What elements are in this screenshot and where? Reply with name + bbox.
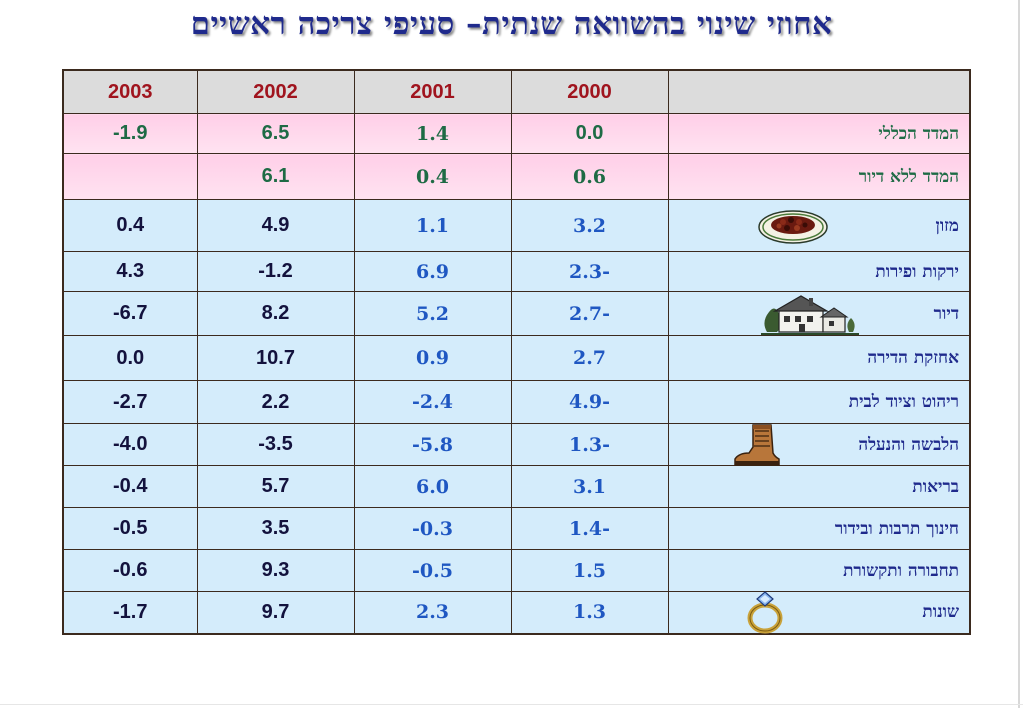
header-2002: 2002 xyxy=(196,69,355,114)
row-label: המדד הכללי xyxy=(667,113,971,154)
cell-2000: 1.5 xyxy=(510,549,669,592)
cell-2000: 3.1 xyxy=(510,465,669,508)
row-label: חינוך תרבות ובידור xyxy=(667,507,971,550)
cell-2001: 6.9 xyxy=(353,251,512,292)
cell-2001: 5.2 xyxy=(353,291,512,336)
food-plate-icon xyxy=(757,209,828,244)
cell-2001: -0.5 xyxy=(353,549,512,592)
cell-2002: 2.2 xyxy=(196,380,355,424)
boot-icon xyxy=(733,423,780,466)
cell-2002: 9.7 xyxy=(196,591,355,634)
row-label: ריהוט וציוד לבית xyxy=(667,380,971,424)
header-row: 2003 2002 2001 2000 xyxy=(62,69,971,114)
cell-2000: 3.2 xyxy=(510,199,669,252)
row-label: הלבשה והנעלה xyxy=(858,434,959,455)
cell-2002: 3.5 xyxy=(196,507,355,550)
row-label: בריאות xyxy=(667,465,971,508)
row-label: תחבורה ותקשורת xyxy=(667,549,971,592)
cell-2001: -5.8 xyxy=(353,423,512,466)
cell-2002: 8.2 xyxy=(196,291,355,336)
cell-2001: 1.1 xyxy=(353,199,512,252)
cell-2001: -0.3 xyxy=(353,507,512,550)
cell-2003: -4.0 xyxy=(62,423,198,466)
cell-2002: 6.1 xyxy=(196,153,355,200)
cell-2001: 1.4 xyxy=(353,113,512,154)
cell-2003: -2.7 xyxy=(62,380,198,424)
cell-2000: 1.3 xyxy=(510,591,669,634)
table-row: 6.1 0.4 0.6 המדד ללא דיור xyxy=(62,153,971,200)
table-row: -6.7 8.2 5.2 2.7- דיור xyxy=(62,291,971,336)
cell-2002: 5.7 xyxy=(196,465,355,508)
cell-2003 xyxy=(62,153,198,200)
table-row: -4.0 -3.5 -5.8 1.3- הלבשה והנעלה xyxy=(62,423,971,466)
cell-2003: 0.4 xyxy=(62,199,198,252)
cell-2003: -0.5 xyxy=(62,507,198,550)
cell-2001: 0.4 xyxy=(353,153,512,200)
cell-2000: 1.4- xyxy=(510,507,669,550)
cell-2003: -0.6 xyxy=(62,549,198,592)
table-row: 4.3 -1.2 6.9 2.3- ירקות ופירות xyxy=(62,251,971,292)
table-row: -1.7 9.7 2.3 1.3 שונות xyxy=(62,591,971,634)
cell-2000: 2.7- xyxy=(510,291,669,336)
cell-2001: 0.9 xyxy=(353,335,512,381)
page-edge-rule xyxy=(1018,0,1020,708)
cell-2002: -3.5 xyxy=(196,423,355,466)
row-label: מזון xyxy=(935,215,960,236)
consumption-change-table: 2003 2002 2001 2000 -1.9 6.5 1.4 0.0 המד… xyxy=(62,69,971,635)
cell-2003: -1.9 xyxy=(62,113,198,154)
cell-2002: 4.9 xyxy=(196,199,355,252)
page-title: אחוזי שינוי בהשוואה שנתית– סעיפי צריכה ר… xyxy=(190,6,833,42)
page-bottom-rule xyxy=(0,704,1023,705)
cell-2003: 4.3 xyxy=(62,251,198,292)
header-2000: 2000 xyxy=(510,69,669,114)
table-row: -0.6 9.3 -0.5 1.5 תחבורה ותקשורת xyxy=(62,549,971,592)
table-row: -0.5 3.5 -0.3 1.4- חינוך תרבות ובידור xyxy=(62,507,971,550)
cell-2001: -2.4 xyxy=(353,380,512,424)
row-label-cell: שונות xyxy=(667,591,971,634)
cell-2000: 0.6 xyxy=(510,153,669,200)
cell-2002: 9.3 xyxy=(196,549,355,592)
cell-2003: -6.7 xyxy=(62,291,198,336)
cell-2002: 10.7 xyxy=(196,335,355,381)
row-label: אחזקת הדירה xyxy=(667,335,971,381)
cell-2000: 2.3- xyxy=(510,251,669,292)
header-category xyxy=(667,69,971,114)
house-icon xyxy=(760,294,859,335)
cell-2002: 6.5 xyxy=(196,113,355,154)
cell-2000: 4.9- xyxy=(510,380,669,424)
row-label: ירקות ופירות xyxy=(667,251,971,292)
cell-2000: 0.0 xyxy=(510,113,669,154)
header-2001: 2001 xyxy=(353,69,512,114)
cell-2001: 2.3 xyxy=(353,591,512,634)
table-row: -1.9 6.5 1.4 0.0 המדד הכללי xyxy=(62,113,971,154)
table-row: -0.4 5.7 6.0 3.1 בריאות xyxy=(62,465,971,508)
row-label-cell: הלבשה והנעלה xyxy=(667,423,971,466)
cell-2001: 6.0 xyxy=(353,465,512,508)
cell-2002: -1.2 xyxy=(196,251,355,292)
row-label: המדד ללא דיור xyxy=(667,153,971,200)
cell-2003: -1.7 xyxy=(62,591,198,634)
cell-2000: 2.7 xyxy=(510,335,669,381)
table-row: 0.4 4.9 1.1 3.2 מזון xyxy=(62,199,971,252)
cell-2000: 1.3- xyxy=(510,423,669,466)
cell-2003: 0.0 xyxy=(62,335,198,381)
table-row: -2.7 2.2 -2.4 4.9- ריהוט וציוד לבית xyxy=(62,380,971,424)
row-label-cell: מזון xyxy=(667,199,971,252)
row-label: שונות xyxy=(922,602,959,623)
header-2003: 2003 xyxy=(62,69,198,114)
ring-icon xyxy=(747,591,782,634)
row-label-cell: דיור xyxy=(667,291,971,336)
table-row: 0.0 10.7 0.9 2.7 אחזקת הדירה xyxy=(62,335,971,381)
row-label: דיור xyxy=(933,303,959,324)
cell-2003: -0.4 xyxy=(62,465,198,508)
